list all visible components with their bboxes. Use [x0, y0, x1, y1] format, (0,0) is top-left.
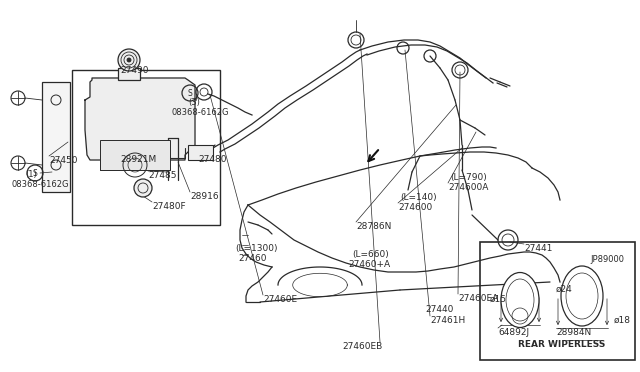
Ellipse shape [561, 266, 603, 326]
Bar [188, 145, 213, 160]
Circle shape [134, 179, 152, 197]
Text: 27441: 27441 [524, 244, 552, 253]
Text: (1): (1) [25, 170, 36, 179]
Text: 28921M: 28921M [120, 155, 156, 164]
Text: 27450: 27450 [49, 156, 77, 165]
Polygon shape [85, 78, 195, 160]
Text: 27460EA: 27460EA [458, 294, 499, 303]
Text: 27490: 27490 [120, 66, 148, 75]
Ellipse shape [501, 273, 539, 327]
Text: 28786N: 28786N [356, 222, 392, 231]
Text: (L=1300): (L=1300) [235, 244, 278, 253]
Circle shape [127, 58, 131, 62]
Bar [42, 82, 70, 192]
Text: 27460: 27460 [238, 254, 266, 263]
Text: 28916: 28916 [190, 192, 219, 201]
Text: (L=140): (L=140) [400, 193, 436, 202]
Bar [118, 68, 140, 80]
Text: (L=790): (L=790) [450, 173, 487, 182]
Text: 27460+A: 27460+A [348, 260, 390, 269]
Text: 27461H: 27461H [430, 316, 465, 325]
Text: ø15: ø15 [490, 295, 507, 304]
Ellipse shape [566, 273, 598, 319]
Text: S: S [188, 89, 193, 97]
Text: 274600: 274600 [398, 203, 432, 212]
Text: 27480: 27480 [198, 155, 227, 164]
Text: 27460E: 27460E [263, 295, 297, 304]
Ellipse shape [506, 279, 534, 321]
Bar [72, 70, 220, 225]
Text: 27440: 27440 [425, 305, 453, 314]
Text: 27460EB: 27460EB [342, 342, 382, 351]
Text: 27485: 27485 [148, 171, 177, 180]
Text: 274600A: 274600A [448, 183, 488, 192]
Text: (3): (3) [188, 98, 200, 107]
Bar [480, 242, 635, 360]
Text: 08368-6162G: 08368-6162G [12, 180, 70, 189]
Text: JP89000: JP89000 [590, 255, 624, 264]
Text: ø18: ø18 [614, 316, 631, 325]
Text: S: S [33, 169, 37, 177]
Text: REAR WIPERLESS: REAR WIPERLESS [518, 340, 605, 349]
Circle shape [118, 49, 140, 71]
Bar [100, 140, 170, 170]
Text: 28984N: 28984N [556, 328, 591, 337]
Text: (L=660): (L=660) [352, 250, 388, 259]
Text: 08368-6162G: 08368-6162G [172, 108, 230, 117]
Text: 27480F: 27480F [152, 202, 186, 211]
Text: ø24: ø24 [556, 285, 573, 294]
Text: 64892J: 64892J [498, 328, 529, 337]
